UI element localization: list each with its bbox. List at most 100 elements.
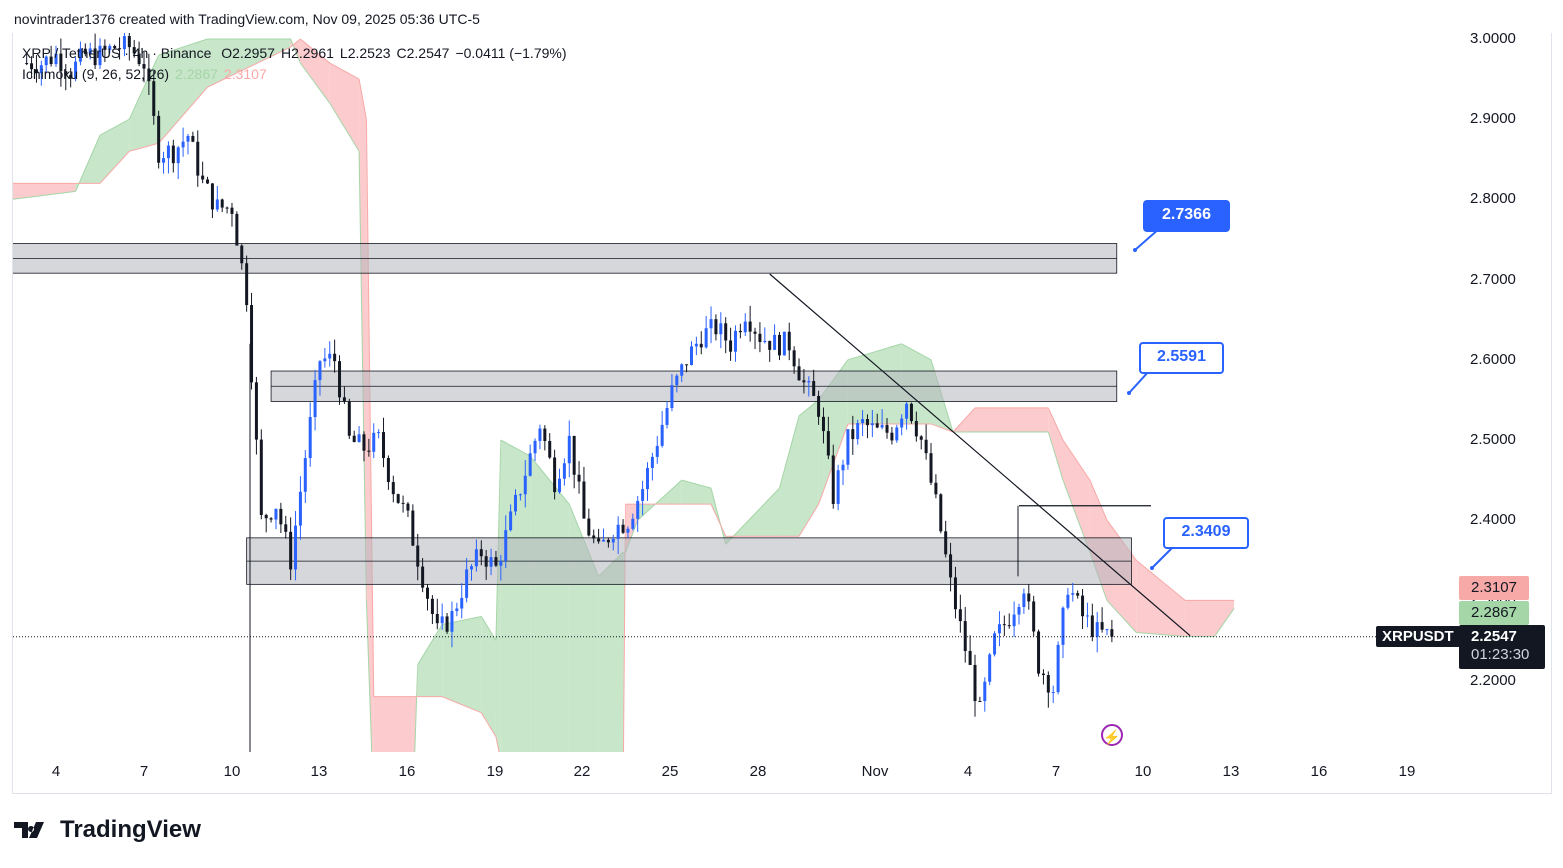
candle [176,147,180,164]
price-tick-label: 2.7000 [1470,270,1516,288]
ichimoku-span-a [99,118,130,136]
time-tick-label: 10 [1134,763,1152,780]
price-tick-label: 2.9000 [1470,110,1516,128]
ichimoku-span-b [207,46,291,88]
ichimoku-span-b [99,150,130,184]
candle [645,467,649,490]
candle [1037,631,1041,674]
candle [440,616,444,624]
time-tick-label: 7 [139,763,149,780]
candle [592,535,596,539]
ichimoku-span-b [480,712,497,738]
candle [450,611,454,632]
candle [660,424,664,446]
price-callout-3[interactable]: 2.3409 [1163,517,1249,549]
span-b-price-tag: 2.3107 [1459,576,1529,600]
candle [1100,622,1104,630]
price-callout-2[interactable]: 2.5591 [1139,342,1224,374]
ichimoku-cloud-segment [1062,440,1090,553]
credit-text: novintrader1376 created with TradingView… [14,11,480,27]
candle [54,53,58,65]
candle [215,199,219,210]
candle [802,380,806,383]
candle [1017,607,1021,615]
ichimoku-cloud-segment [598,552,624,752]
ichimoku-cloud-segment [207,39,291,88]
candle [328,353,332,359]
time-tick-label: 13 [1222,763,1240,780]
candle [812,381,816,396]
candle [318,361,322,381]
candle [1056,644,1060,693]
time-tick-label: 22 [573,763,591,780]
candle [470,566,474,570]
candle [250,305,254,383]
candle [523,475,527,495]
ichimoku-span-b [501,761,530,793]
candle [39,65,43,74]
candle [83,48,87,54]
ichimoku-span-a [365,600,373,752]
candle [474,549,478,567]
candle [1081,595,1085,617]
candle [30,63,34,70]
lightning-icon[interactable]: ⚡ [1101,724,1123,746]
candle [313,380,317,418]
candle [518,494,522,496]
candle [445,616,449,632]
candle [108,46,112,50]
ichimoku-span-a [329,102,360,152]
candle [997,624,1001,634]
ichimoku-span-b [930,423,954,433]
indicator-title[interactable]: Ichimoku (9, 26, 52, 26) [22,66,170,82]
candle [245,263,249,306]
candle [269,518,273,520]
candle [1085,615,1089,617]
ichimoku-cloud-segment [1048,407,1063,481]
candle [572,435,576,475]
tv-logo-icon [14,822,44,838]
candle [611,538,615,543]
candle [1071,593,1075,595]
candle [504,530,508,561]
candle [993,633,997,655]
candle [1095,622,1099,637]
candle [685,364,689,366]
candle [25,63,29,65]
time-tick-label: 4 [963,763,973,780]
ichimoku-span-a [500,439,531,457]
brand-name: TradingView [60,816,201,843]
ichimoku-cloud-segment [1185,600,1215,637]
legend-open: O2.2957 [221,45,275,61]
candle [944,531,948,555]
candle [49,56,53,65]
candle [865,419,869,426]
candle [1051,692,1055,694]
candle [958,609,962,622]
candle [201,175,205,180]
candle [240,245,244,264]
candle [514,494,518,512]
candle [494,557,498,566]
candle [557,478,561,493]
candle [235,213,239,246]
time-tick-label: Nov [861,763,889,780]
candle [895,427,899,441]
candle [460,597,464,609]
candle [181,141,185,148]
ichimoku-cloud-segment [779,415,800,537]
price-callout-1[interactable]: 2.7366 [1143,200,1230,232]
legend-high: H2.2961 [280,45,334,61]
candle [851,429,855,440]
ichimoku-span-a [290,38,301,64]
symbol-title[interactable]: XRP / TetherUS · 4h · Binance [22,45,212,61]
time-tick-label: 25 [661,763,679,780]
candle [934,482,938,495]
candle [259,439,263,515]
candle [689,346,693,366]
candle [465,569,469,598]
tradingview-logo[interactable]: TradingView [14,816,201,844]
candle [1090,615,1094,637]
candle [118,48,122,50]
